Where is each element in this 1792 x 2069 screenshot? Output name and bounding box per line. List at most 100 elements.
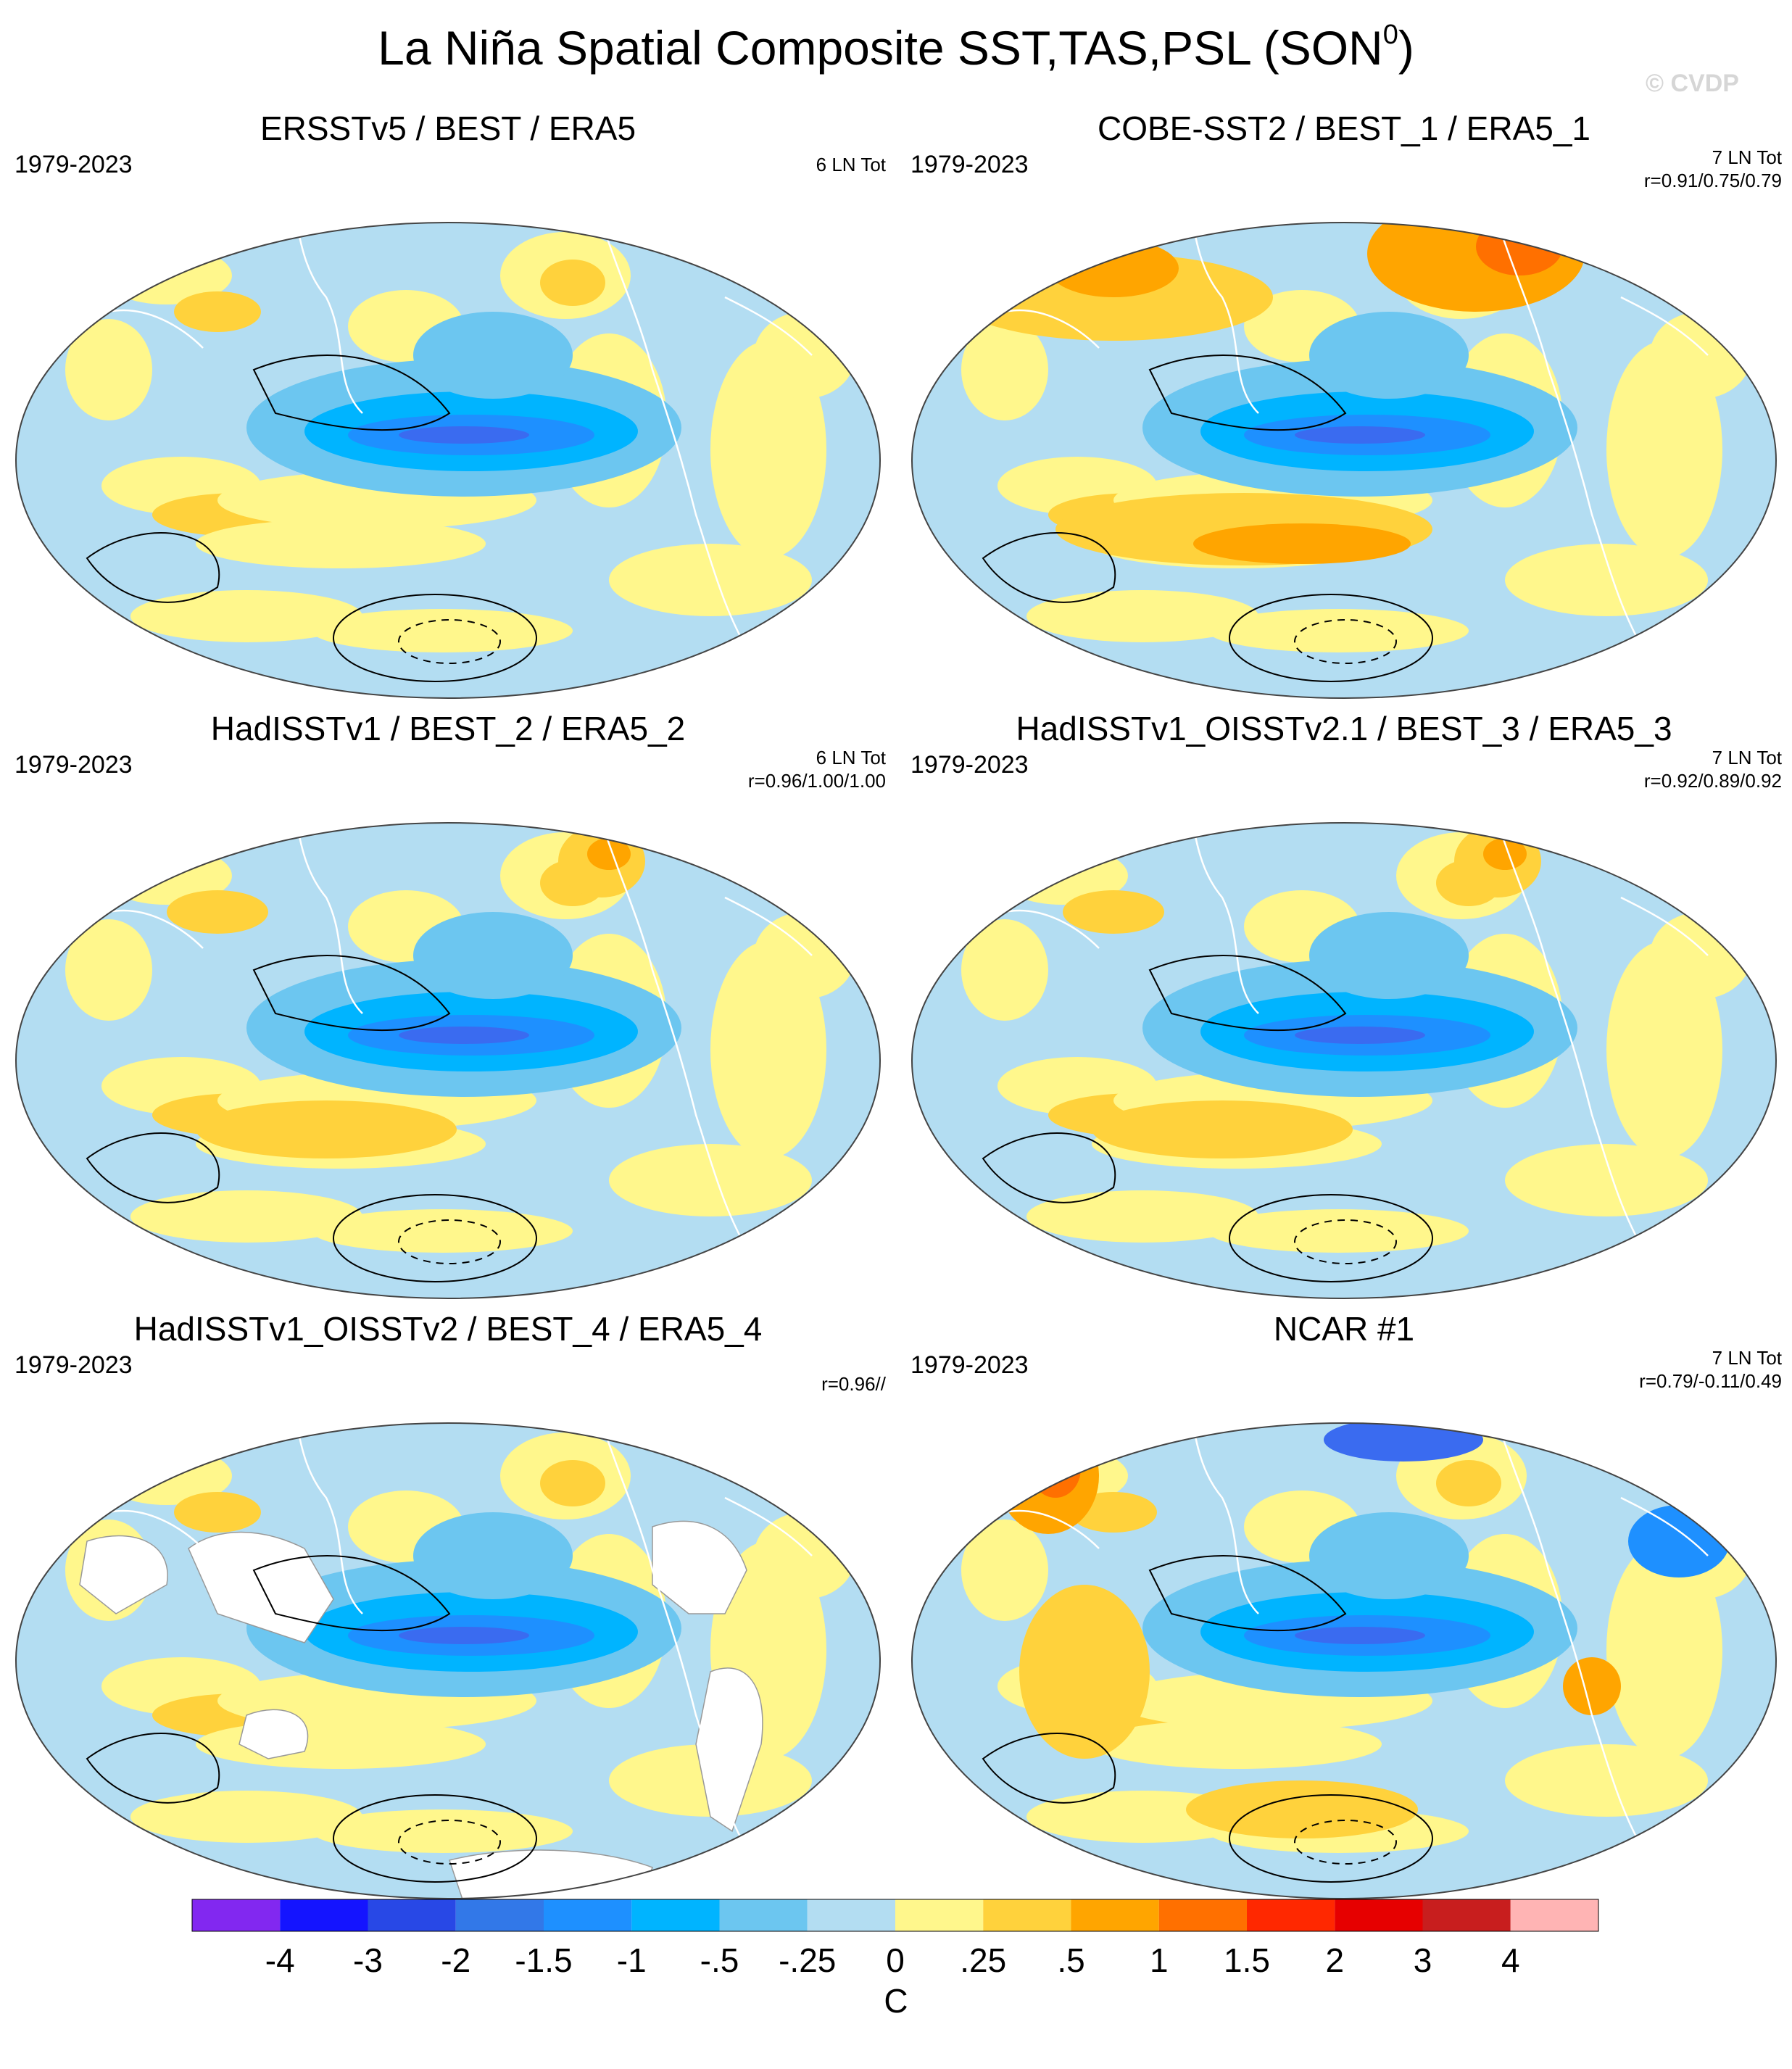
panel-correlation: r=0.96/1.00/1.00 bbox=[747, 770, 886, 792]
figure-title-close: ) bbox=[1398, 21, 1414, 75]
psl-contour bbox=[252, 354, 451, 431]
colorbar-tick-label: -1.5 bbox=[515, 1941, 572, 1979]
warm-anomaly-patch bbox=[65, 319, 152, 420]
warm-anomaly-patch bbox=[587, 838, 631, 870]
north-pacific-cool bbox=[1309, 312, 1469, 399]
colorbar-bin bbox=[719, 1899, 808, 1931]
warm-anomaly-patch bbox=[1505, 1144, 1708, 1216]
warm-anomaly-patch bbox=[196, 519, 486, 568]
map-border bbox=[15, 222, 881, 699]
warm-anomaly-patch bbox=[1048, 239, 1179, 297]
cool-tongue-core bbox=[399, 1627, 529, 1644]
map-border bbox=[15, 822, 881, 1299]
land-mask bbox=[79, 1535, 168, 1614]
warm-anomaly-patch bbox=[961, 1519, 1048, 1621]
colorbar-tick-label: -1 bbox=[617, 1941, 647, 1979]
warm-anomaly-patch bbox=[1436, 1460, 1501, 1506]
coastline bbox=[1489, 1423, 1651, 1861]
psl-contour bbox=[333, 594, 537, 682]
colorbar-tick-label: 0 bbox=[886, 1941, 905, 1979]
north-pacific-cool bbox=[1309, 1512, 1469, 1599]
coastline bbox=[108, 909, 204, 949]
warm-anomaly-patch bbox=[312, 1209, 573, 1253]
coastline bbox=[1171, 1423, 1259, 1614]
land-mask bbox=[188, 1531, 334, 1643]
colorbar-bin bbox=[1247, 1899, 1335, 1931]
colorbar-bin bbox=[631, 1899, 720, 1931]
colorbar-bin bbox=[983, 1899, 1071, 1931]
psl-contour bbox=[1148, 955, 1347, 1032]
panel-title: HadISSTv1_OISSTv2 / BEST_4 / ERA5_4 bbox=[133, 1310, 763, 1348]
psl-contour bbox=[1148, 354, 1347, 431]
psl-contour bbox=[1229, 594, 1433, 682]
map-svg bbox=[911, 222, 1777, 699]
map-panel-5: HadISSTv1_OISSTv2 / BEST_4 / ERA5_4 1979… bbox=[0, 1309, 896, 1918]
warm-anomaly-patch bbox=[1650, 912, 1751, 999]
colorbar-tick-label: -.25 bbox=[779, 1941, 836, 1979]
colorbar-tick-label: 2 bbox=[1325, 1941, 1344, 1979]
warm-anomaly-patch bbox=[1026, 1190, 1258, 1243]
warm-anomaly-patch bbox=[1505, 1744, 1708, 1817]
warm-anomaly-patch bbox=[1476, 223, 1563, 275]
colorbar-tick-label: .5 bbox=[1057, 1941, 1084, 1979]
psl-contour-negative bbox=[398, 1820, 501, 1865]
warm-anomaly-patch bbox=[1019, 1585, 1150, 1759]
warm-anomaly-patch bbox=[540, 1460, 605, 1506]
psl-contour bbox=[86, 532, 220, 603]
psl-contour bbox=[982, 532, 1116, 603]
coastline bbox=[724, 896, 813, 956]
cool-tongue-core bbox=[1295, 1627, 1425, 1644]
psl-contour bbox=[86, 1733, 220, 1804]
warm-anomaly-patch bbox=[1186, 1780, 1418, 1838]
coastline bbox=[108, 309, 204, 349]
land-mask bbox=[238, 1709, 309, 1759]
map-field bbox=[912, 1423, 1776, 1899]
warm-anomaly-patch bbox=[1193, 523, 1411, 564]
warm-anomaly-patch bbox=[1208, 1209, 1469, 1253]
colorbar-frame bbox=[191, 1899, 1599, 1932]
colorbar-tick-label: -2 bbox=[441, 1941, 470, 1979]
coastline bbox=[724, 1496, 813, 1556]
panel-title: HadISSTv1_OISSTv2.1 / BEST_3 / ERA5_3 bbox=[1016, 710, 1672, 747]
psl-contour bbox=[86, 1132, 220, 1203]
psl-contour bbox=[252, 955, 451, 1032]
coastline bbox=[1620, 896, 1709, 956]
coastline bbox=[1171, 823, 1259, 1014]
map-field bbox=[16, 1423, 880, 1899]
panel-title: COBE-SST2 / BEST_1 / ERA5_1 bbox=[1097, 109, 1591, 147]
warm-anomaly-patch bbox=[1092, 1720, 1382, 1769]
colorbar-tick-label: -3 bbox=[353, 1941, 383, 1979]
coastline bbox=[1620, 296, 1709, 356]
psl-contour bbox=[252, 1555, 451, 1632]
asia-cool bbox=[1628, 1505, 1730, 1577]
warm-anomaly-patch bbox=[312, 609, 573, 652]
north-pacific-cool bbox=[1309, 912, 1469, 999]
panel-period: 1979-2023 bbox=[14, 151, 133, 178]
panel-correlation: r=0.96// bbox=[821, 1373, 886, 1395]
panel-count: 7 LN Tot bbox=[1712, 1347, 1782, 1369]
north-pacific-cool bbox=[413, 912, 573, 999]
north-pacific-cool bbox=[413, 1512, 573, 1599]
map-field bbox=[912, 223, 1776, 698]
map-panel-2: COBE-SST2 / BEST_1 / ERA5_1 1979-2023 7 … bbox=[896, 109, 1792, 718]
psl-contour bbox=[1148, 1555, 1347, 1632]
map-field bbox=[912, 823, 1776, 1298]
warm-anomaly-patch bbox=[754, 912, 855, 999]
panel-count: 7 LN Tot bbox=[1712, 747, 1782, 768]
warm-anomaly-patch bbox=[540, 260, 605, 306]
cool-tongue-core bbox=[1295, 1027, 1425, 1044]
panel-period: 1979-2023 bbox=[14, 751, 133, 779]
colorbar-bin bbox=[1158, 1899, 1247, 1931]
warm-anomaly-patch bbox=[174, 291, 261, 332]
warm-anomaly-patch bbox=[961, 319, 1048, 420]
psl-contour-negative bbox=[1294, 619, 1397, 664]
warm-anomaly-patch bbox=[312, 1809, 573, 1853]
coastline bbox=[275, 823, 363, 1014]
panel-title: NCAR #1 bbox=[1273, 1310, 1415, 1348]
coastline bbox=[1171, 223, 1259, 414]
warm-anomaly-patch bbox=[1092, 1100, 1353, 1158]
warm-anomaly-patch bbox=[1483, 838, 1527, 870]
cool-tongue-core bbox=[1295, 426, 1425, 444]
map-border bbox=[911, 1422, 1777, 1899]
warm-anomaly-patch bbox=[609, 1144, 812, 1216]
